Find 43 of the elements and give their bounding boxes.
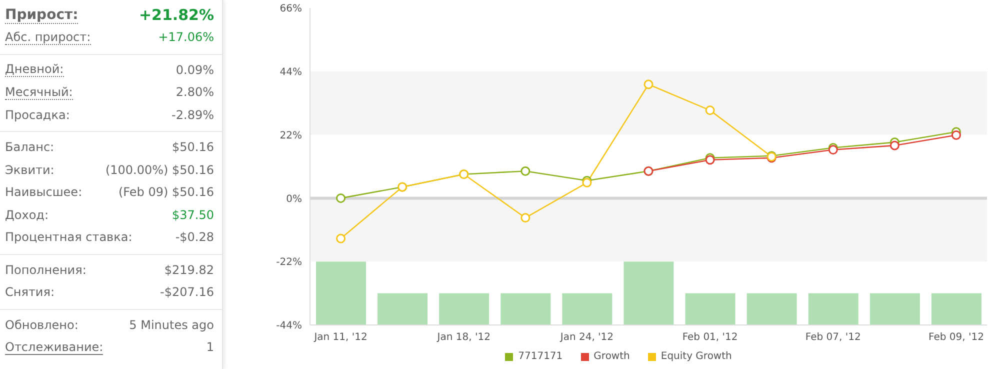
x-tick-label: Jan 11, '12 [313,332,368,344]
text: Пополнения: [5,262,86,277]
y-tick-label: -44% [276,320,302,332]
x-tick-label: Feb 09, '12 [928,332,984,344]
text: Месячный: [5,84,73,100]
text: Абс. прирост: [5,30,91,45]
text: Баланс: [5,140,54,154]
text: $219.82 [164,262,214,277]
y-tick-label: 44% [280,66,302,78]
text: -$0.28 [175,230,214,244]
y-tick-label: 66% [280,4,302,15]
text: +21.82% [138,6,214,24]
text: $37.50 [172,208,214,222]
text: +17.06% [158,30,214,44]
text: Доход: [5,208,48,222]
y-tick-label: -22% [276,257,302,268]
text: -2.89% [172,108,214,122]
x-tick-label: Jan 18, '12 [436,332,490,344]
text: 5 Minutes ago [129,318,214,332]
legend-label: Growth [592,351,630,362]
text: Обновлено: [5,318,78,332]
text: (100.00%) $50.16 [105,162,214,177]
y-tick-label: 22% [280,130,302,142]
legend-label: 7717171 [517,351,563,362]
text: Просадка: [5,108,70,122]
text: 0.09% [176,62,214,77]
text: Прирост: [5,6,78,24]
text: 1 [206,340,214,354]
text: Эквити: [5,162,54,177]
text: 2.80% [176,85,214,100]
text: Процентная ставка: [5,230,132,244]
legend-label: Equity Growth [660,351,732,362]
x-tick-label: Feb 07, '12 [805,332,861,344]
x-tick-label: Feb 01, '12 [682,332,738,344]
text: Отслеживание: [5,340,104,355]
y-tick-label: 0% [286,194,302,205]
text: -$207.16 [160,285,214,300]
x-tick-label: Jan 24, '12 [559,332,614,344]
text: (Feb 09) $50.16 [118,185,214,200]
text: Снятия: [5,285,54,300]
text: $50.16 [172,140,214,154]
text: Наивысшее: [5,185,82,200]
text: Дневной: [5,62,64,78]
